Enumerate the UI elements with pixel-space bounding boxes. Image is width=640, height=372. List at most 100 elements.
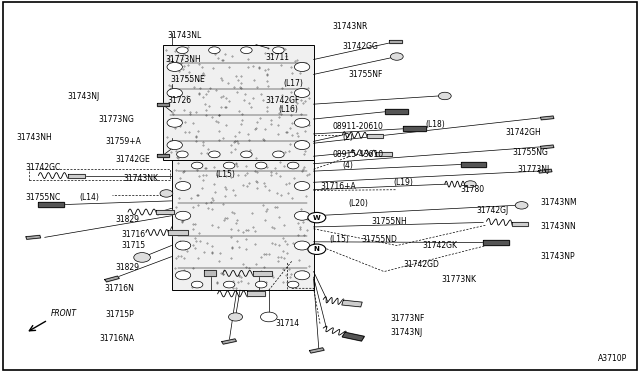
Text: 31742GK: 31742GK bbox=[422, 241, 458, 250]
Text: 31755NE: 31755NE bbox=[170, 76, 205, 84]
Polygon shape bbox=[541, 145, 554, 149]
Polygon shape bbox=[204, 270, 216, 276]
Circle shape bbox=[191, 281, 203, 288]
Text: 31755ND: 31755ND bbox=[362, 235, 397, 244]
Text: 31755NC: 31755NC bbox=[26, 193, 61, 202]
Text: 31755NH: 31755NH bbox=[371, 217, 407, 226]
Circle shape bbox=[294, 182, 310, 190]
Polygon shape bbox=[156, 210, 174, 214]
Text: 31716NA: 31716NA bbox=[99, 334, 134, 343]
Circle shape bbox=[241, 151, 252, 158]
Text: 31742GC: 31742GC bbox=[26, 163, 61, 172]
Text: (L15): (L15) bbox=[329, 235, 349, 244]
Circle shape bbox=[209, 151, 220, 158]
Text: 31742GE: 31742GE bbox=[116, 155, 150, 164]
Text: 31715: 31715 bbox=[122, 241, 146, 250]
Polygon shape bbox=[539, 169, 552, 173]
Polygon shape bbox=[367, 134, 383, 138]
Circle shape bbox=[308, 244, 326, 254]
Circle shape bbox=[515, 202, 528, 209]
Circle shape bbox=[438, 92, 451, 100]
Circle shape bbox=[177, 151, 188, 158]
Circle shape bbox=[294, 62, 310, 71]
FancyBboxPatch shape bbox=[163, 45, 314, 160]
Text: 31743NJ: 31743NJ bbox=[67, 92, 99, 101]
Circle shape bbox=[255, 162, 267, 169]
Text: 31714: 31714 bbox=[275, 319, 300, 328]
Text: (L15): (L15) bbox=[215, 170, 236, 179]
Circle shape bbox=[191, 162, 203, 169]
Text: 31742GG: 31742GG bbox=[342, 42, 378, 51]
Polygon shape bbox=[389, 41, 402, 43]
Circle shape bbox=[134, 253, 150, 262]
Circle shape bbox=[273, 47, 284, 54]
Text: 31726: 31726 bbox=[168, 96, 192, 105]
Polygon shape bbox=[385, 109, 408, 114]
Circle shape bbox=[175, 241, 191, 250]
Polygon shape bbox=[512, 222, 528, 226]
Text: 31716+A: 31716+A bbox=[320, 182, 356, 190]
Circle shape bbox=[294, 241, 310, 250]
Circle shape bbox=[294, 118, 310, 127]
Circle shape bbox=[167, 118, 182, 127]
Circle shape bbox=[223, 281, 235, 288]
Circle shape bbox=[465, 181, 476, 187]
Polygon shape bbox=[342, 332, 364, 341]
Text: 31759+A: 31759+A bbox=[105, 137, 141, 146]
Circle shape bbox=[175, 182, 191, 190]
Polygon shape bbox=[157, 154, 169, 157]
Text: 31743NJ: 31743NJ bbox=[390, 328, 422, 337]
Circle shape bbox=[228, 313, 243, 321]
Circle shape bbox=[167, 62, 182, 71]
Text: W: W bbox=[313, 215, 321, 221]
Text: (2): (2) bbox=[342, 133, 353, 142]
Polygon shape bbox=[309, 348, 324, 353]
Polygon shape bbox=[221, 339, 237, 344]
Circle shape bbox=[287, 281, 299, 288]
Text: 31743NR: 31743NR bbox=[333, 22, 368, 31]
Polygon shape bbox=[26, 235, 40, 239]
Text: 31743NP: 31743NP bbox=[541, 252, 575, 261]
Circle shape bbox=[255, 281, 267, 288]
Text: 31742GJ: 31742GJ bbox=[477, 206, 509, 215]
Circle shape bbox=[177, 47, 188, 54]
Polygon shape bbox=[38, 202, 64, 207]
Circle shape bbox=[287, 162, 299, 169]
Text: 31829: 31829 bbox=[116, 215, 140, 224]
Polygon shape bbox=[483, 240, 509, 245]
Text: 31716: 31716 bbox=[122, 230, 146, 239]
Circle shape bbox=[390, 53, 403, 60]
Text: 31742GH: 31742GH bbox=[506, 128, 541, 137]
Text: 31742GF: 31742GF bbox=[266, 96, 300, 105]
Circle shape bbox=[175, 271, 191, 280]
Text: (L16): (L16) bbox=[278, 105, 298, 114]
Text: (L18): (L18) bbox=[426, 120, 445, 129]
Polygon shape bbox=[342, 300, 362, 307]
Circle shape bbox=[308, 212, 326, 223]
Polygon shape bbox=[253, 271, 272, 276]
Circle shape bbox=[223, 162, 235, 169]
Polygon shape bbox=[68, 173, 85, 177]
Text: 08915-43610: 08915-43610 bbox=[333, 150, 384, 159]
Polygon shape bbox=[157, 103, 169, 106]
Circle shape bbox=[175, 211, 191, 220]
Text: 31773NG: 31773NG bbox=[99, 115, 134, 124]
Text: N: N bbox=[314, 246, 320, 252]
Text: 31780: 31780 bbox=[461, 185, 485, 194]
Text: (4): (4) bbox=[342, 161, 353, 170]
FancyBboxPatch shape bbox=[172, 160, 314, 290]
Text: 31743NN: 31743NN bbox=[541, 222, 577, 231]
Text: 31755NF: 31755NF bbox=[349, 70, 383, 79]
Text: FRONT: FRONT bbox=[51, 309, 77, 318]
Text: 31743NH: 31743NH bbox=[16, 133, 52, 142]
Text: 31829: 31829 bbox=[116, 263, 140, 272]
Circle shape bbox=[167, 141, 182, 150]
Circle shape bbox=[160, 190, 173, 197]
Polygon shape bbox=[247, 292, 265, 296]
Text: (L14): (L14) bbox=[79, 193, 100, 202]
Polygon shape bbox=[376, 152, 392, 155]
Text: 31755NG: 31755NG bbox=[512, 148, 548, 157]
Text: 31743NL: 31743NL bbox=[167, 31, 202, 40]
Polygon shape bbox=[461, 162, 486, 167]
Text: 31743NM: 31743NM bbox=[541, 198, 577, 207]
